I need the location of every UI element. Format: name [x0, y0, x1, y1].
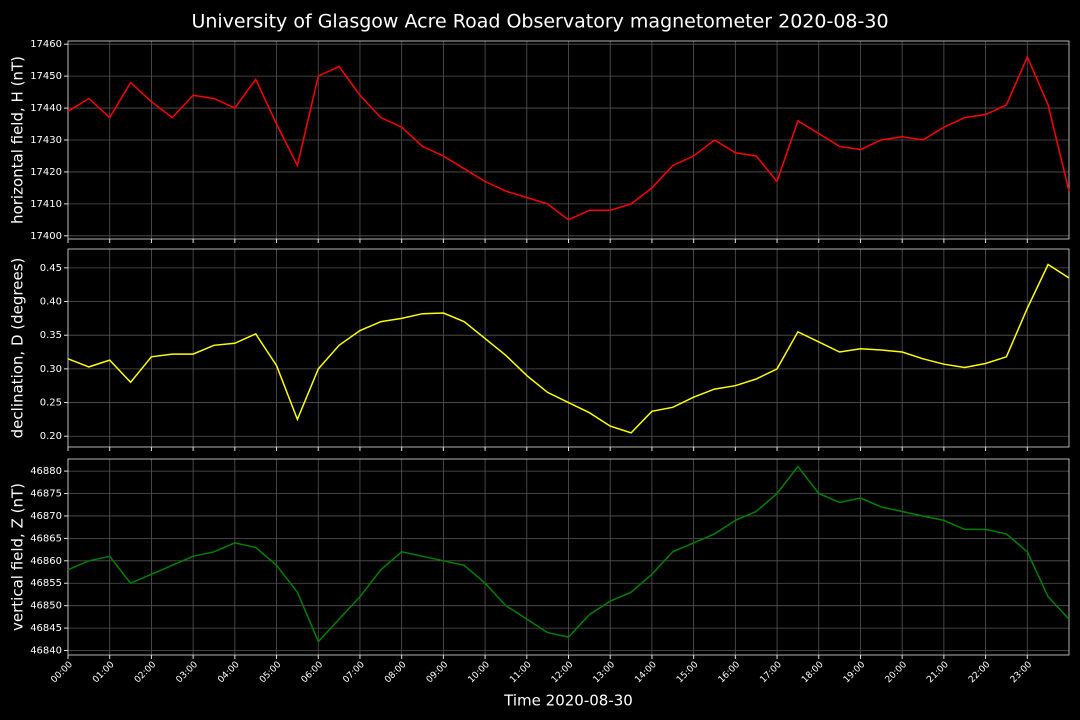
y-tick-label: 17430 — [30, 135, 62, 146]
y-tick-label: 46860 — [30, 556, 62, 567]
y-tick-label: 46875 — [30, 489, 62, 500]
y-tick-label: 46840 — [30, 646, 62, 657]
x-tick-label: 23:00 — [1009, 660, 1035, 686]
x-tick-label: 05:00 — [258, 660, 284, 686]
axes-frame — [67, 458, 1070, 656]
x-tick-label: 03:00 — [175, 660, 201, 686]
x-tick-label: 04:00 — [216, 660, 242, 686]
x-tick-label: 12:00 — [550, 660, 576, 686]
x-tick-label: 14:00 — [633, 660, 659, 686]
y-tick-label: 0.20 — [40, 431, 62, 442]
x-tick-label: 07:00 — [341, 660, 367, 686]
x-axis-label: Time 2020-08-30 — [503, 692, 633, 710]
x-tick-label: 11:00 — [508, 660, 534, 686]
data-line — [67, 55, 1070, 221]
y-tick-label: 17450 — [30, 71, 62, 82]
y-tick-label: 0.30 — [40, 364, 62, 375]
x-tick-label: 17:00 — [759, 660, 785, 686]
y-tick-label: 0.45 — [40, 263, 62, 274]
axes-frame — [67, 40, 1070, 240]
y-tick-label: 0.35 — [40, 330, 62, 341]
x-tick-label: 01:00 — [91, 660, 117, 686]
x-tick-label: 15:00 — [675, 660, 701, 686]
x-tick-label: 08:00 — [383, 660, 409, 686]
x-tick-label: 13:00 — [592, 660, 618, 686]
y-tick-label: 46865 — [30, 533, 62, 544]
y-tick-label: 17440 — [30, 103, 62, 114]
y-axis-label: declination, D (degrees) — [9, 258, 27, 439]
x-tick-label: 09:00 — [425, 660, 451, 686]
y-tick-label: 0.25 — [40, 398, 62, 409]
x-tick-label: 20:00 — [884, 660, 910, 686]
y-tick-label: 17410 — [30, 199, 62, 210]
y-tick-label: 17420 — [30, 167, 62, 178]
x-tick-label: 16:00 — [717, 660, 743, 686]
x-tick-label: 22:00 — [967, 660, 993, 686]
y-axis-label: horizontal field, H (nT) — [9, 56, 27, 224]
x-tick-label: 19:00 — [842, 660, 868, 686]
y-axis-label: vertical field, Z (nT) — [9, 483, 27, 631]
x-tick-label: 02:00 — [133, 660, 159, 686]
x-tick-label: 06:00 — [300, 660, 326, 686]
y-tick-label: 46845 — [30, 623, 62, 634]
data-line — [67, 465, 1070, 643]
data-line — [67, 263, 1070, 434]
axes-frame — [67, 248, 1070, 448]
y-tick-label: 46880 — [30, 466, 62, 477]
y-tick-label: 46870 — [30, 511, 62, 522]
y-tick-label: 17400 — [30, 231, 62, 242]
y-tick-label: 46850 — [30, 601, 62, 612]
x-tick-label: 00:00 — [49, 660, 75, 686]
y-tick-label: 0.40 — [40, 297, 62, 308]
x-tick-label: 18:00 — [800, 660, 826, 686]
y-tick-label: 46855 — [30, 578, 62, 589]
x-tick-label: 10:00 — [467, 660, 493, 686]
x-tick-label: 21:00 — [925, 660, 951, 686]
y-tick-label: 17460 — [30, 39, 62, 50]
figure-title: University of Glasgow Acre Road Observat… — [191, 11, 888, 33]
